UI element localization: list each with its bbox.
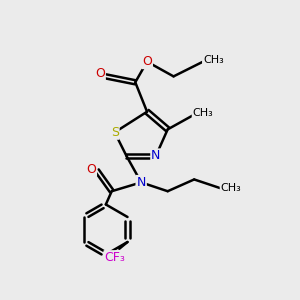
Text: O: O xyxy=(142,55,152,68)
Text: N: N xyxy=(151,149,160,162)
Text: S: S xyxy=(111,126,119,139)
Text: CF₃: CF₃ xyxy=(104,251,125,264)
Text: CH₃: CH₃ xyxy=(193,108,213,118)
Text: O: O xyxy=(95,67,105,80)
Text: CH₃: CH₃ xyxy=(220,183,241,193)
Text: O: O xyxy=(86,163,96,176)
Text: CH₃: CH₃ xyxy=(203,55,224,65)
Text: N: N xyxy=(136,176,146,189)
